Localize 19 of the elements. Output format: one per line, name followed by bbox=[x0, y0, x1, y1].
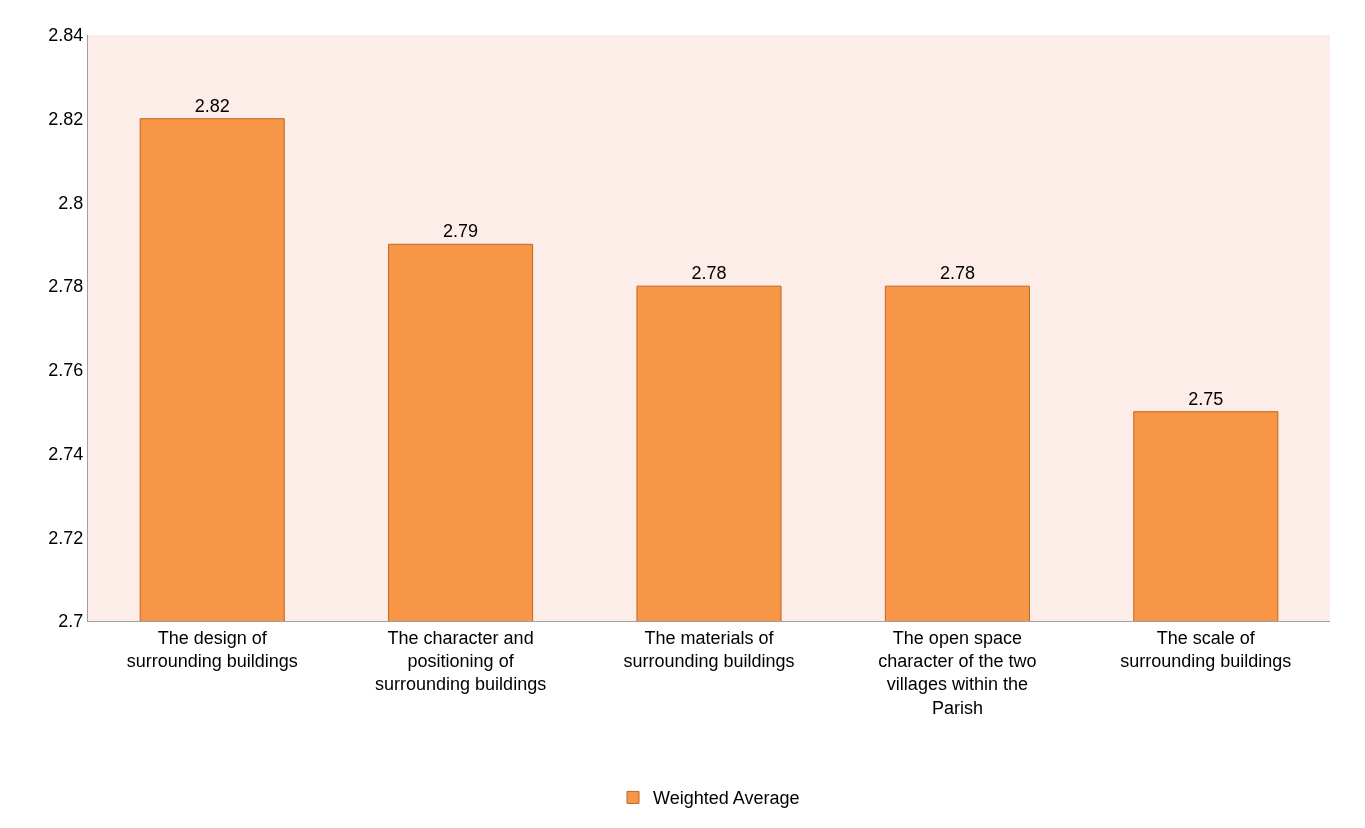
y-tick-label: 2.7 bbox=[58, 611, 84, 632]
data-label: 2.78 bbox=[939, 263, 975, 284]
x-tick-label: The open space character of the two villages within the Parish bbox=[878, 627, 1037, 718]
data-label: 2.75 bbox=[1188, 388, 1224, 409]
data-label: 2.82 bbox=[194, 95, 230, 116]
x-tick-label: The scale of surrounding buildings bbox=[1120, 627, 1292, 671]
y-tick-label: 2.74 bbox=[48, 443, 84, 464]
y-tick-label: 2.76 bbox=[48, 360, 84, 381]
x-tick-label: The character and positioning of surrounding buildings bbox=[375, 627, 547, 695]
data-label: 2.78 bbox=[691, 263, 727, 284]
y-tick-label: 2.8 bbox=[58, 192, 84, 213]
legend-label: Weighted Average bbox=[653, 788, 800, 809]
y-tick-label: 2.84 bbox=[48, 25, 84, 46]
x-tick-label: The materials of surrounding buildings bbox=[623, 627, 795, 671]
y-tick-label: 2.82 bbox=[48, 109, 84, 130]
data-label: 2.79 bbox=[443, 221, 479, 242]
y-tick-label: 2.72 bbox=[48, 527, 84, 548]
x-tick-label: The design of surrounding buildings bbox=[126, 627, 298, 671]
y-tick-label: 2.78 bbox=[48, 276, 84, 297]
